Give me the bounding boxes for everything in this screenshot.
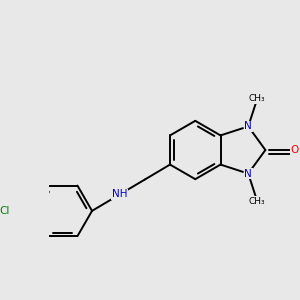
Text: N: N bbox=[244, 169, 252, 178]
Text: Cl: Cl bbox=[0, 206, 10, 216]
Text: NH: NH bbox=[112, 189, 128, 200]
Text: CH₃: CH₃ bbox=[249, 197, 266, 206]
Text: O: O bbox=[290, 145, 299, 155]
Text: N: N bbox=[244, 122, 252, 131]
Text: CH₃: CH₃ bbox=[249, 94, 266, 103]
